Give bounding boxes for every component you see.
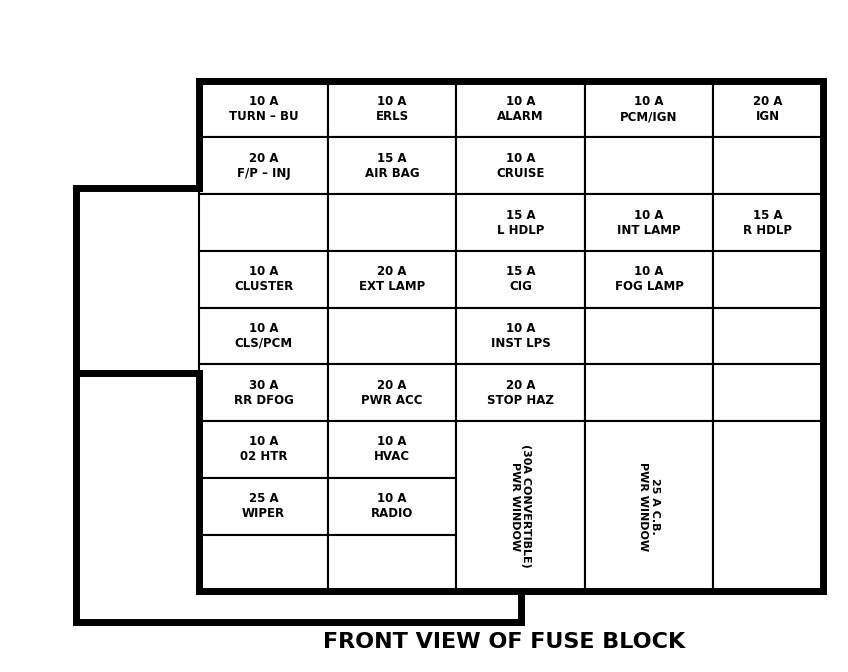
Bar (456, 251, 585, 308)
Bar (585, 137, 713, 194)
Bar (328, 194, 456, 251)
Bar (713, 81, 823, 137)
Text: 15 A
L HDLP: 15 A L HDLP (497, 208, 544, 237)
Bar (713, 194, 823, 251)
Bar (456, 364, 585, 421)
Text: 15 A
AIR BAG: 15 A AIR BAG (365, 152, 420, 179)
Bar (585, 251, 713, 308)
Text: 10 A
02 HTR: 10 A 02 HTR (240, 435, 287, 464)
Text: 10 A
PCM/IGN: 10 A PCM/IGN (621, 95, 678, 123)
Text: 20 A
IGN: 20 A IGN (753, 95, 783, 123)
Bar (456, 308, 585, 364)
Bar (328, 137, 456, 194)
Text: 20 A
F/P – INJ: 20 A F/P – INJ (237, 152, 290, 179)
Bar (328, 535, 456, 591)
Bar (328, 421, 456, 478)
Text: 25 A C.B.
PWR WINDOW: 25 A C.B. PWR WINDOW (639, 462, 660, 551)
Text: 10 A
INT LAMP: 10 A INT LAMP (617, 208, 681, 237)
Text: 10 A
HVAC: 10 A HVAC (374, 435, 410, 464)
Bar (713, 251, 823, 308)
Bar (585, 421, 713, 591)
Bar (713, 137, 823, 194)
Bar (328, 81, 456, 137)
Text: 20 A
STOP HAZ: 20 A STOP HAZ (487, 379, 554, 407)
Bar (199, 364, 328, 421)
Bar (456, 137, 585, 194)
Text: 20 A
PWR ACC: 20 A PWR ACC (361, 379, 423, 407)
Bar (585, 308, 713, 364)
Bar (456, 81, 585, 137)
Text: 15 A
CIG: 15 A CIG (505, 265, 535, 293)
Text: 10 A
CLS/PCM: 10 A CLS/PCM (235, 322, 293, 350)
Bar (456, 194, 585, 251)
Text: 10 A
FOG LAMP: 10 A FOG LAMP (615, 265, 683, 293)
Text: 20 A
EXT LAMP: 20 A EXT LAMP (359, 265, 425, 293)
Bar (713, 364, 823, 421)
Text: 10 A
CLUSTER: 10 A CLUSTER (234, 265, 293, 293)
Bar (328, 478, 456, 535)
Bar (328, 251, 456, 308)
Bar (585, 194, 713, 251)
Bar (199, 478, 328, 535)
Bar (585, 364, 713, 421)
Bar (199, 535, 328, 591)
Bar (328, 364, 456, 421)
Text: 25 A
WIPER: 25 A WIPER (242, 492, 285, 520)
Text: FRONT VIEW OF FUSE BLOCK: FRONT VIEW OF FUSE BLOCK (323, 632, 686, 652)
Text: 10 A
CRUISE: 10 A CRUISE (496, 152, 544, 179)
Text: 10 A
TURN – BU: 10 A TURN – BU (229, 95, 298, 123)
Text: 10 A
ALARM: 10 A ALARM (497, 95, 544, 123)
Text: (30A CONVERTIBLE)
PWR WINDOW: (30A CONVERTIBLE) PWR WINDOW (510, 444, 532, 568)
Text: 10 A
INST LPS: 10 A INST LPS (491, 322, 550, 350)
Bar (713, 308, 823, 364)
Bar (199, 421, 328, 478)
Text: 30 A
RR DFOG: 30 A RR DFOG (233, 379, 293, 407)
Bar (456, 421, 585, 591)
Bar (199, 81, 328, 137)
Text: 15 A
R HDLP: 15 A R HDLP (744, 208, 792, 237)
Text: 10 A
ERLS: 10 A ERLS (376, 95, 409, 123)
Bar (713, 421, 823, 591)
Bar (585, 81, 713, 137)
Bar (199, 137, 328, 194)
Text: 10 A
RADIO: 10 A RADIO (371, 492, 413, 520)
Bar (199, 308, 328, 364)
Bar (328, 308, 456, 364)
Bar (199, 251, 328, 308)
Bar (199, 194, 328, 251)
